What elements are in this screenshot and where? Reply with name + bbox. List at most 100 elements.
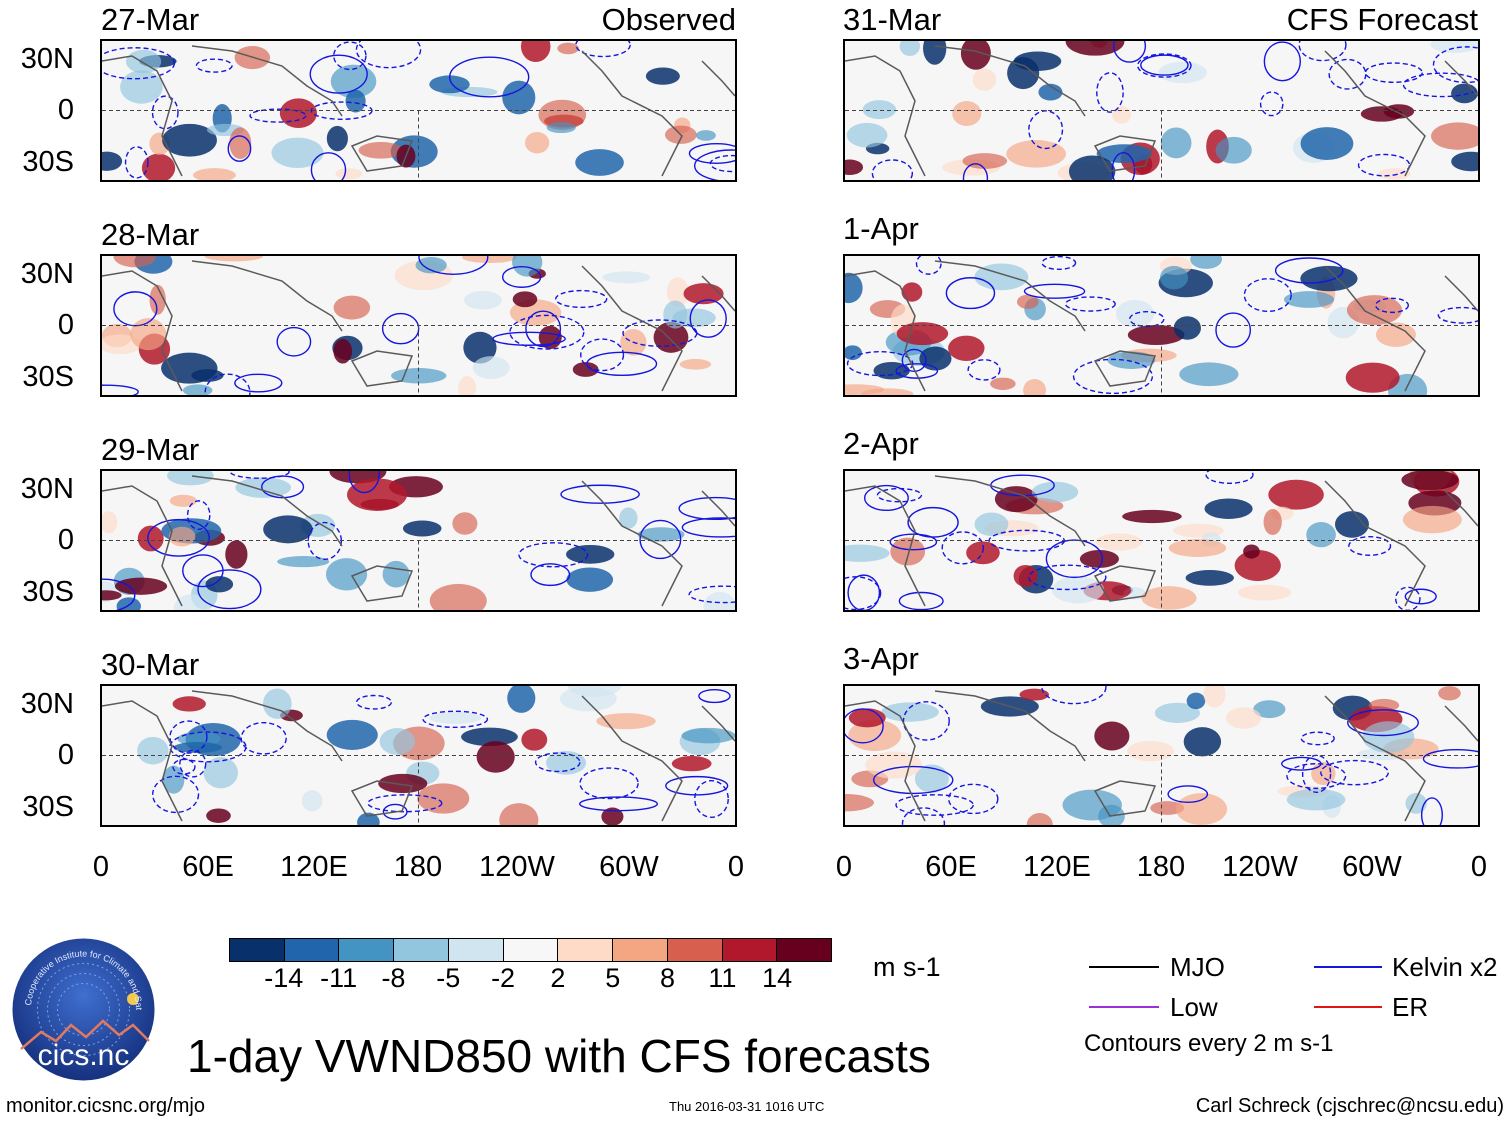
colorbar-swatch (447, 939, 503, 961)
map-field (845, 41, 1478, 180)
kelvin-contour (240, 721, 287, 755)
coastline (350, 565, 414, 602)
kelvin-contour (492, 331, 566, 346)
kelvin-contour (694, 149, 735, 180)
wind-anomaly-shade (102, 511, 118, 534)
kelvin-contour (172, 758, 196, 775)
wind-anomaly-shade (1362, 721, 1415, 753)
cfs-forecast-header: CFS Forecast (1286, 2, 1478, 37)
wind-anomaly-shade (1383, 104, 1415, 119)
wind-anomaly-shade (1115, 299, 1155, 328)
kelvin-contour (333, 41, 367, 71)
wind-anomaly-shade (1431, 122, 1478, 150)
kelvin-contour (1041, 686, 1107, 705)
kelvin-contour (1437, 306, 1478, 324)
wind-anomaly-shade (333, 338, 353, 364)
wind-anomaly-shade (1253, 700, 1286, 719)
map-field (845, 471, 1478, 610)
wind-anomaly-shade (1079, 549, 1119, 568)
wind-anomaly-shade (1186, 692, 1206, 710)
legend-mjo-label: MJO (1170, 952, 1225, 982)
wind-anomaly-shade (476, 741, 515, 773)
wind-anomaly-shade (703, 591, 735, 610)
kelvin-contour (1320, 759, 1389, 786)
coastline (1324, 695, 1426, 822)
kelvin-contour (1064, 296, 1116, 312)
wind-anomaly-shade (1226, 707, 1262, 729)
wind-anomaly-shade (193, 168, 236, 180)
wind-anomaly-shade (952, 100, 982, 126)
kelvin-contour (1328, 58, 1367, 90)
wind-anomaly-shade (1204, 498, 1253, 519)
wind-anomaly-shade (990, 377, 1016, 390)
kelvin-contour (1129, 310, 1165, 328)
wind-anomaly-shade (277, 556, 330, 568)
wind-anomaly-shade (890, 537, 926, 566)
x-tick-left-60e: 60E (182, 851, 234, 883)
kelvin-contour (227, 135, 252, 162)
wind-anomaly-shade (235, 477, 292, 498)
kelvin-contour (1140, 54, 1189, 76)
map-panel-observed-3 (100, 469, 737, 612)
coastline (102, 55, 183, 177)
colorbar-tick-label: 2 (550, 963, 566, 993)
wind-anomaly-shade (559, 686, 617, 712)
y-tick-0-row3: 0 (57, 524, 74, 556)
kelvin-contour (947, 783, 999, 815)
y-tick-0-row4: 0 (57, 739, 74, 771)
coastline (1444, 490, 1478, 527)
kelvin-contour (575, 41, 631, 58)
wind-anomaly-shade (1375, 322, 1416, 347)
wind-anomaly-shade (1158, 61, 1207, 84)
kelvin-contour (967, 359, 1001, 381)
wind-anomaly-shade (845, 544, 890, 562)
wind-anomaly-shade (205, 576, 234, 593)
wind-anomaly-shade (262, 688, 292, 719)
kelvin-contour (901, 807, 946, 825)
wind-anomaly-shade (137, 736, 169, 765)
kelvin-contour (580, 338, 625, 372)
wind-anomaly-shade (1013, 51, 1062, 72)
wind-anomaly-shade (172, 696, 206, 712)
wind-anomaly-shade (1185, 570, 1234, 586)
kelvin-contour (418, 256, 489, 275)
kelvin-contour (555, 289, 608, 309)
wind-anomaly-shade (429, 583, 487, 610)
right-panel-date-1: 31-Mar (843, 2, 942, 37)
wind-anomaly-shade (1051, 576, 1105, 604)
wind-anomaly-shade (141, 153, 176, 180)
kelvin-contour (681, 517, 735, 538)
wind-anomaly-shade (1268, 479, 1324, 510)
kelvin-contour (694, 779, 729, 818)
wind-anomaly-shade (113, 256, 157, 268)
kelvin-contour (1028, 564, 1107, 591)
wind-anomaly-shade (845, 159, 864, 175)
coastline (845, 55, 926, 177)
map-field (102, 41, 735, 180)
kelvin-contour (518, 542, 589, 568)
colorbar-swatch (612, 939, 667, 961)
wind-anomaly-shade (347, 478, 408, 511)
kelvin-contour (872, 765, 954, 795)
wind-anomaly-shade (168, 526, 196, 547)
coastline (701, 705, 735, 742)
kelvin-contour (871, 159, 914, 180)
kelvin-contour (1374, 297, 1409, 314)
wind-anomaly-shade (525, 131, 550, 154)
wind-anomaly-shade (263, 515, 313, 544)
wind-anomaly-shade (512, 256, 543, 277)
kelvin-contour (179, 749, 207, 778)
kelvin-contour (152, 775, 200, 814)
observed-header: Observed (601, 2, 736, 37)
kelvin-contour (941, 531, 985, 565)
coastline (845, 270, 926, 392)
coastline (1093, 135, 1157, 172)
wind-anomaly-shade (173, 741, 223, 753)
kelvin-contour (355, 41, 422, 69)
wind-anomaly-shade (1243, 544, 1260, 559)
map-panel-observed-2 (100, 254, 737, 397)
cicsnc-logo: Cooperative Institute for Climate and Sa… (8, 929, 156, 1082)
wind-anomaly-shade (161, 352, 218, 384)
wind-anomaly-shade (162, 123, 217, 157)
kelvin-contour (846, 351, 914, 377)
